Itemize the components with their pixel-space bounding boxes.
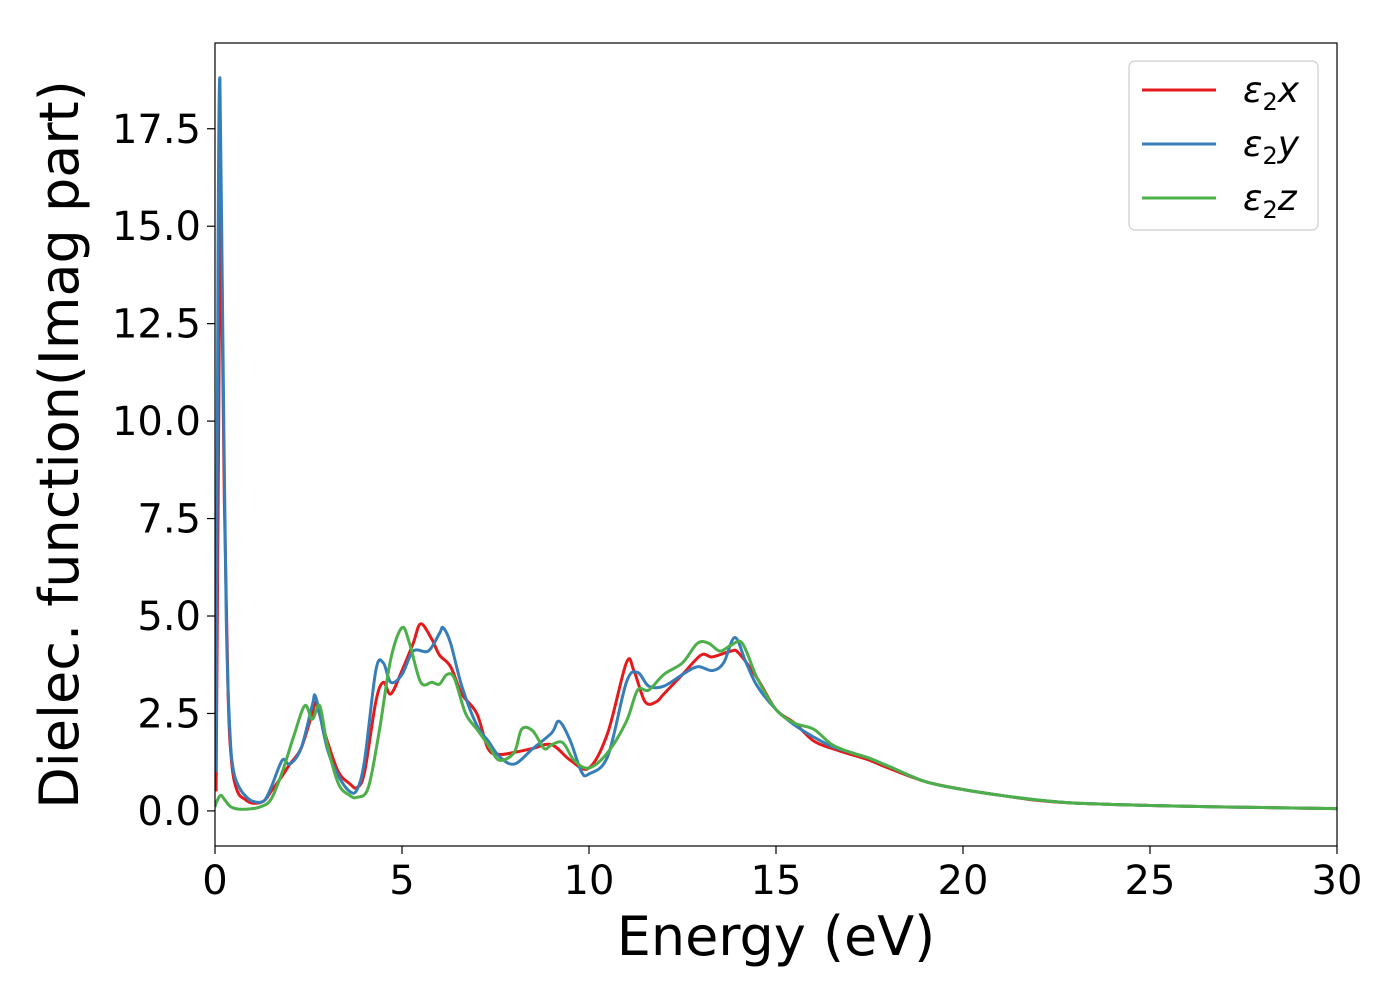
legend-item-z: ε2z <box>1142 178 1298 224</box>
legend-label: ε2x <box>1243 70 1300 116</box>
y-axis-title: Dielec. function(Imag part) <box>28 80 91 809</box>
y-tick-label: 2.5 <box>137 691 201 737</box>
y-tick-label: 17.5 <box>112 107 201 153</box>
x-tick-label: 0 <box>202 858 227 904</box>
y-axis-ticks: 0.0 2.5 5.0 7.5 10.0 12.5 15.0 17.5 <box>112 107 215 835</box>
x-tick-label: 5 <box>389 858 414 904</box>
x-tick-label: 30 <box>1312 858 1363 904</box>
y-tick-label: 12.5 <box>112 302 201 348</box>
y-tick-label: 0.0 <box>137 789 201 835</box>
x-tick-label: 15 <box>751 858 802 904</box>
series-line-y <box>215 76 1337 811</box>
y-tick-label: 15.0 <box>112 204 201 250</box>
y-tick-label: 10.0 <box>112 399 201 445</box>
legend-item-x: ε2x <box>1142 70 1300 116</box>
series-line-x <box>215 200 1337 811</box>
x-axis-title: Energy (eV) <box>617 905 936 968</box>
y-tick-label: 5.0 <box>137 594 201 640</box>
series-layer <box>215 76 1337 811</box>
x-tick-label: 25 <box>1125 858 1176 904</box>
legend-item-y: ε2y <box>1142 124 1300 170</box>
series-line-z <box>215 625 1337 811</box>
x-tick-label: 20 <box>938 858 989 904</box>
legend-label: ε2z <box>1243 178 1298 224</box>
y-tick-label: 7.5 <box>137 497 201 543</box>
legend: ε2x ε2y ε2z <box>1128 60 1319 231</box>
legend-box <box>1128 60 1319 231</box>
legend-label: ε2y <box>1243 124 1300 170</box>
x-tick-label: 10 <box>564 858 615 904</box>
x-axis-ticks: 0 5 10 15 20 25 30 <box>202 846 1362 904</box>
